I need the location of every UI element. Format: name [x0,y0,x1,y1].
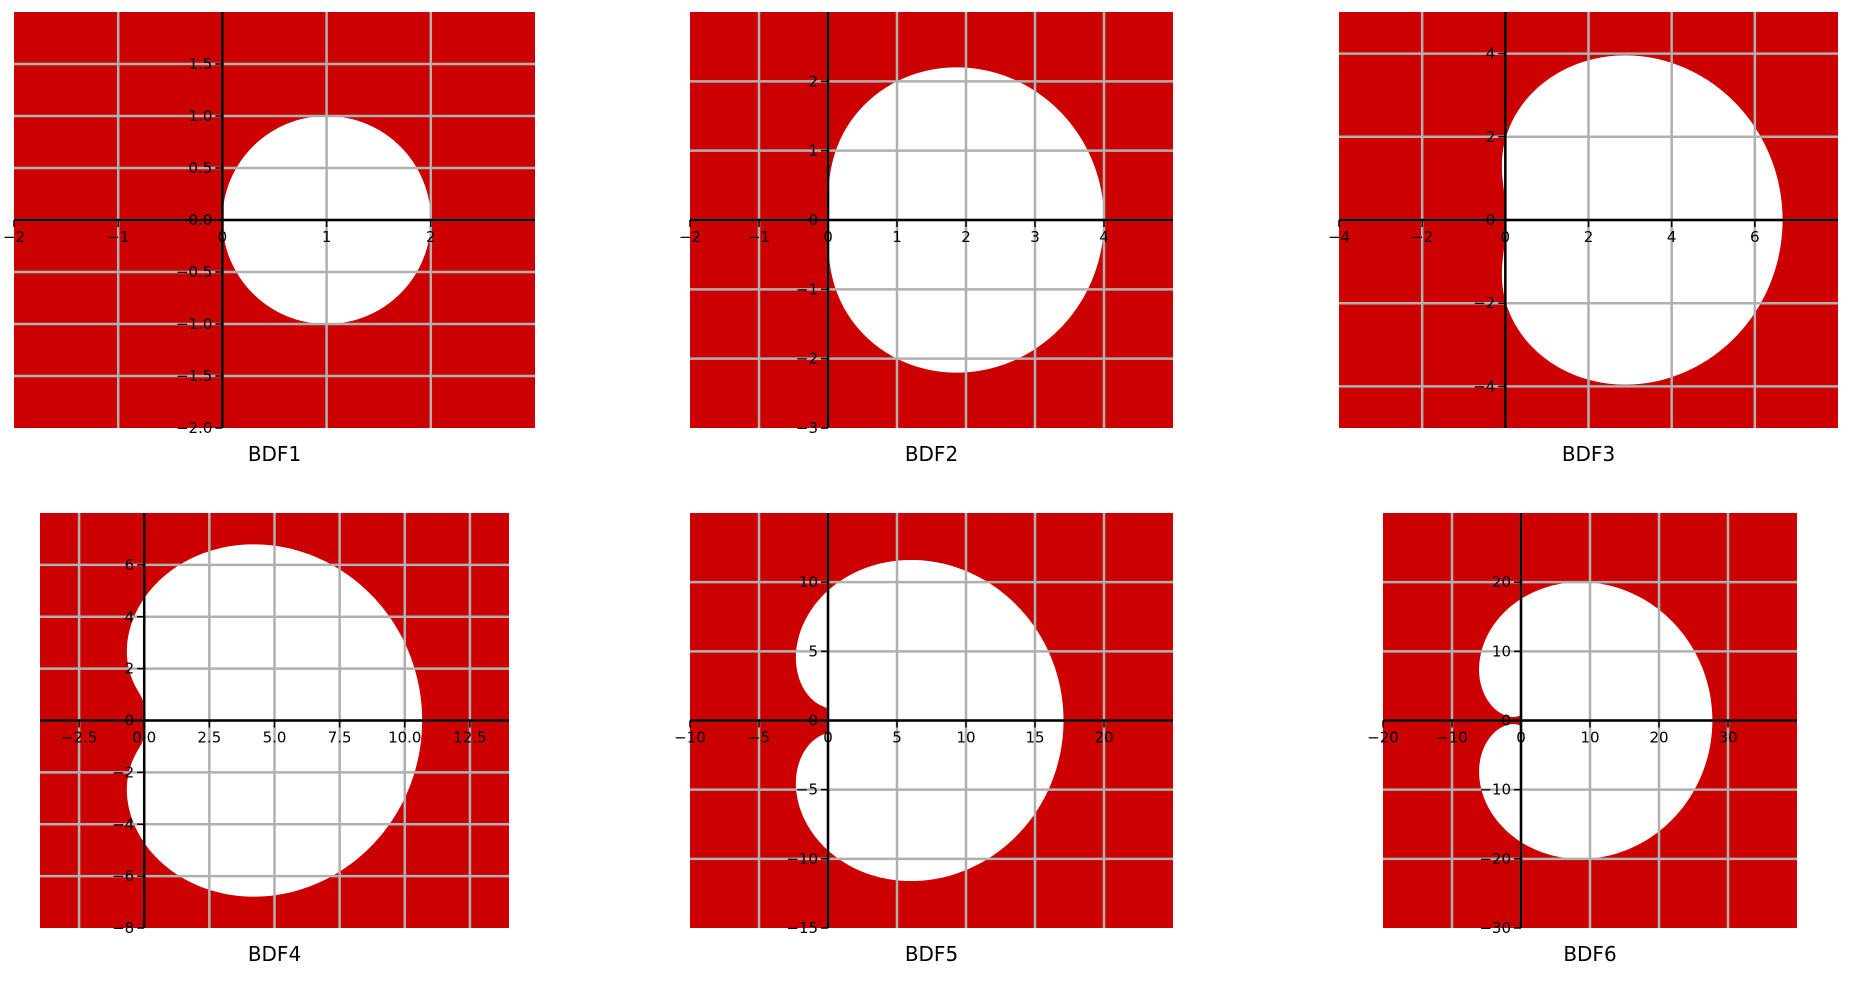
y-tick-label: −4 [112,815,134,833]
y-tick-label: 20 [1492,573,1511,591]
panel-bdf5: −10 −5 0 5 10 15 20 −15 −10 −5 0 5 10 BDF5 [674,513,1173,966]
panel-title: BDF3 [1562,442,1615,466]
x-tick-label: 5.0 [263,729,287,747]
x-tick-label: 0 [823,228,833,246]
y-tick-label: −8 [112,919,134,937]
y-tick-label: 0.0 [189,211,213,229]
x-tick-label: 30 [1718,729,1737,747]
y-tick-label: 4 [125,608,135,626]
y-tick-label: −10 [786,850,818,868]
x-tick-label: −2 [1411,228,1433,246]
panel-title: BDF5 [905,942,958,966]
y-tick-label: 10 [1492,642,1511,660]
y-tick-label: 4 [1486,45,1496,63]
y-tick-label: 6 [125,556,135,574]
x-tick-label: 10 [1580,729,1599,747]
x-tick-label: −2.5 [61,729,97,747]
x-tick-label: −1 [748,228,770,246]
y-tick-label: 0.5 [189,159,213,177]
y-tick-label: −2 [1473,294,1495,312]
panel-bdf4: −2.5 0.0 2.5 5.0 7.5 10.0 12.5 −8 −6 −4 −2 0 2 4 6 BDF4 [40,513,509,966]
x-tick-label: −2 [3,228,25,246]
x-tick-label: 2 [961,228,971,246]
x-tick-label: −20 [1367,729,1399,747]
x-tick-label: 0 [823,729,833,747]
panel-title: BDF4 [248,942,301,966]
y-tick-label: −10 [1479,781,1511,799]
y-tick-label: 2 [125,660,135,678]
x-tick-label: −10 [674,729,706,747]
x-tick-label: 15 [1025,729,1044,747]
x-tick-label: 0 [1501,228,1511,246]
y-tick-label: −2 [112,763,134,781]
x-tick-label: 6 [1750,228,1760,246]
y-tick-label: −20 [1479,850,1511,868]
x-tick-label: 10.0 [388,729,421,747]
y-tick-label: −30 [1479,919,1511,937]
y-tick-label: 0 [808,211,818,229]
x-tick-label: −2 [679,228,701,246]
y-tick-label: 0 [1486,211,1496,229]
y-tick-label: −1.5 [176,367,212,385]
y-tick-label: −5 [796,781,818,799]
y-tick-label: 2 [1486,128,1496,146]
y-tick-label: 1 [808,142,818,160]
x-tick-label: 1 [892,228,902,246]
x-tick-label: 10 [956,729,975,747]
x-tick-label: 0 [1516,729,1526,747]
x-tick-label: 12.5 [453,729,486,747]
x-tick-label: 1 [322,228,332,246]
y-tick-label: 0 [1501,712,1511,730]
y-tick-label: 10 [799,573,818,591]
x-tick-label: −10 [1436,729,1468,747]
x-tick-label: 20 [1649,729,1668,747]
x-tick-label: 7.5 [328,729,352,747]
y-tick-label: 1.0 [189,107,213,125]
y-tick-label: −0.5 [176,263,212,281]
panel-title: BDF2 [905,442,958,466]
y-tick-label: −1.0 [176,315,212,333]
x-tick-label: 2 [426,228,436,246]
panel-bdf2: −2 −1 0 1 2 3 4 −3 −2 −1 0 1 2 BDF2 [679,12,1173,466]
y-tick-label: 0 [808,712,818,730]
y-tick-label: 1.5 [189,55,213,73]
y-tick-label: −2.0 [176,419,212,437]
x-tick-label: 0 [218,228,228,246]
panel-bdf6: −20 −10 0 10 20 30 −30 −20 −10 0 10 20 BDF6 [1367,513,1797,966]
y-tick-label: −1 [796,280,818,298]
x-tick-label: 0.0 [132,729,156,747]
x-tick-label: 2 [1584,228,1594,246]
x-tick-label: 5 [892,729,902,747]
x-tick-label: 4 [1667,228,1677,246]
x-tick-label: 4 [1099,228,1109,246]
y-tick-label: 0 [125,712,135,730]
x-tick-label: −4 [1328,228,1350,246]
panel-title: BDF1 [248,442,301,466]
panel-bdf3: −4 −2 0 2 4 6 −4 −2 0 2 4 BDF3 [1328,12,1838,466]
x-tick-label: −5 [748,729,770,747]
x-tick-label: 2.5 [197,729,221,747]
panel-title: BDF6 [1563,942,1616,966]
y-tick-label: −3 [796,419,818,437]
y-tick-label: −15 [786,919,818,937]
y-tick-label: −6 [112,867,134,885]
x-tick-label: 3 [1030,228,1040,246]
x-tick-label: −1 [107,228,129,246]
y-tick-label: 2 [808,72,818,90]
panel-bdf1: −2 −1 0 1 2 −2.0 −1.5 −1.0 −0.5 0.0 0.5 1.0 1.5 BDF1 [3,12,535,466]
y-tick-label: −2 [796,350,818,368]
x-tick-label: 20 [1094,729,1113,747]
y-tick-label: −4 [1473,377,1495,395]
y-tick-label: 5 [808,642,818,660]
